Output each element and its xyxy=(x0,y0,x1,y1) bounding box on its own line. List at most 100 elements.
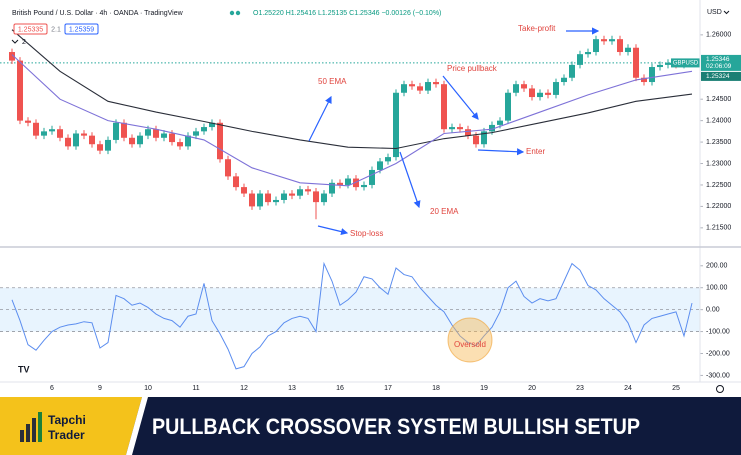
x-tick-label: 9 xyxy=(98,385,102,392)
candle-body xyxy=(433,82,439,85)
candle-body xyxy=(489,124,495,132)
candle-body xyxy=(337,182,343,185)
candle-body xyxy=(281,193,287,200)
y-tick-label: 200.00 xyxy=(706,263,728,270)
x-tick-label: 17 xyxy=(384,385,392,392)
candle-body xyxy=(33,122,39,136)
last-price-tag xyxy=(701,54,741,71)
candle-body xyxy=(249,193,255,207)
candle-body xyxy=(617,39,623,53)
candle-body xyxy=(273,199,279,203)
currency-dropdown[interactable] xyxy=(723,10,730,15)
symbol-tag xyxy=(671,58,700,68)
status-dot xyxy=(229,10,235,16)
chart-title: British Pound / U.S. Dollar · 4h · OANDA… xyxy=(12,10,184,17)
candle-body xyxy=(329,182,335,194)
candle-body xyxy=(553,82,559,95)
candle-body xyxy=(105,139,111,151)
candle-body xyxy=(89,135,95,145)
ohlc-quote: O1.25220 H1.25416 L1.25135 C1.25346 −0.0… xyxy=(253,10,441,17)
candle-body xyxy=(81,133,87,136)
buy-button[interactable] xyxy=(64,23,99,35)
cci-line xyxy=(11,261,693,370)
candle-body xyxy=(505,92,511,121)
candle-body xyxy=(41,131,47,136)
headline: PULLBACK CROSSOVER SYSTEM BULLISH SETUP xyxy=(152,414,640,439)
ema20-label: 20 EMA xyxy=(430,207,459,216)
symbol-label: GBPUSD xyxy=(673,60,699,66)
candle-body xyxy=(9,52,15,61)
background xyxy=(0,0,741,397)
y-tick-label: 1.24500 xyxy=(706,96,731,103)
oversold-highlight xyxy=(447,317,493,363)
spread: 2.1 xyxy=(51,26,61,33)
candle-body xyxy=(137,135,143,145)
y-tick-label: -100.00 xyxy=(706,328,730,335)
y-tick-label: 1.23500 xyxy=(706,139,731,146)
x-tick-label: 25 xyxy=(672,385,680,392)
y-tick-label: 1.21500 xyxy=(706,225,731,232)
candle-body xyxy=(121,122,127,138)
candle-body xyxy=(361,184,367,188)
x-tick-label: 20 xyxy=(528,385,536,392)
banner-stripe xyxy=(126,397,148,455)
candle-body xyxy=(497,120,503,125)
candle-body xyxy=(169,133,175,143)
brand-icon xyxy=(20,412,42,442)
candle-body xyxy=(465,129,471,136)
candle-body xyxy=(153,129,159,138)
ema-line xyxy=(11,29,693,150)
currency[interactable]: USD xyxy=(707,9,722,16)
x-tick-label: 13 xyxy=(288,385,296,392)
candle-body xyxy=(609,39,615,42)
candle-body xyxy=(481,131,487,145)
candle-body xyxy=(577,54,583,65)
candle-body xyxy=(313,191,319,203)
candle-body xyxy=(297,189,303,196)
candle-body xyxy=(225,159,231,177)
candle-body xyxy=(289,193,295,196)
candle-body xyxy=(185,135,191,147)
candle-body xyxy=(217,122,223,160)
candle-body xyxy=(585,52,591,55)
indicator-count: 2 xyxy=(22,39,26,46)
brand-name: Trader xyxy=(48,428,85,442)
sell-price[interactable]: 1.25335 xyxy=(18,26,43,33)
candle-body xyxy=(97,144,103,151)
candle-body xyxy=(473,135,479,145)
y-tick-label: 0.00 xyxy=(706,306,720,313)
candle-body xyxy=(393,92,399,158)
sell-button[interactable] xyxy=(13,23,48,35)
candle-body xyxy=(57,129,63,138)
candle-body xyxy=(625,47,631,53)
candle-body xyxy=(457,127,463,130)
x-tick-label: 23 xyxy=(576,385,584,392)
take-profit-label: Take-profit xyxy=(518,24,556,33)
candle-body xyxy=(513,84,519,93)
candle-body xyxy=(353,178,359,188)
candle-body xyxy=(345,178,351,185)
buy-price[interactable]: 1.25359 xyxy=(69,26,94,33)
candle-body xyxy=(561,77,567,83)
arrow xyxy=(317,225,349,236)
candle-body xyxy=(201,127,207,132)
candle-body xyxy=(633,47,639,78)
candle-body xyxy=(49,129,55,132)
bid-price-tag xyxy=(701,71,741,81)
collapse-chevron[interactable] xyxy=(11,39,19,44)
bid-price-label: 1.25324 xyxy=(706,73,730,80)
candle-body xyxy=(537,92,543,98)
ema-line xyxy=(11,54,693,187)
x-tick-label: 12 xyxy=(240,385,248,392)
candle-body xyxy=(521,84,527,89)
candle-body xyxy=(665,62,671,65)
candle-body xyxy=(161,133,167,138)
candle-body xyxy=(385,157,391,162)
settings-icon[interactable] xyxy=(716,385,724,393)
candle-body xyxy=(209,122,215,128)
x-tick-label: 16 xyxy=(336,385,344,392)
candle-body xyxy=(233,176,239,188)
candle-body xyxy=(25,120,31,123)
oversold-label: Oversold xyxy=(454,340,486,349)
candle-body xyxy=(401,84,407,93)
